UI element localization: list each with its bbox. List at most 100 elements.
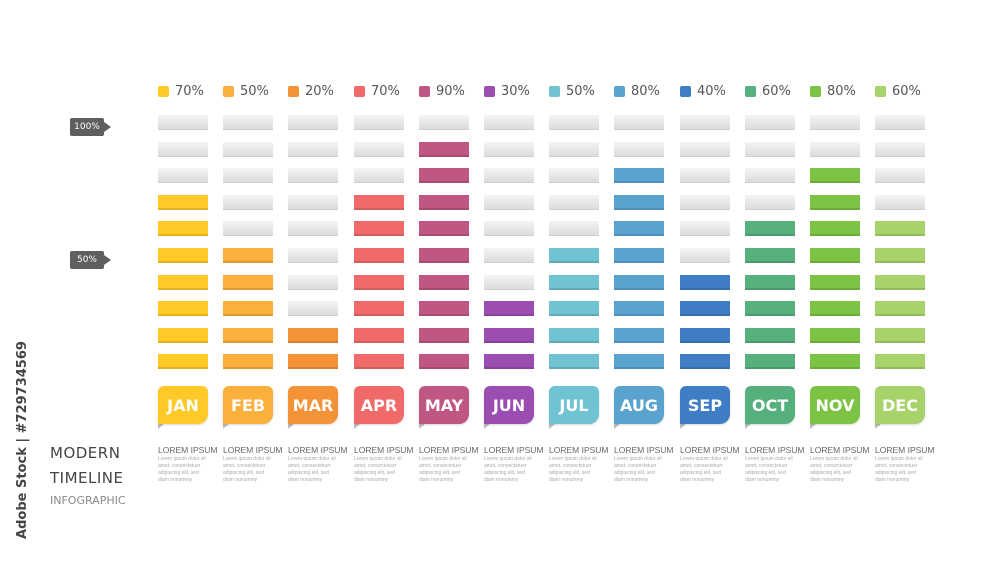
month-badge-sep: SEP [680,386,730,429]
bar-segment-empty [288,301,338,316]
bar-segment-empty [288,195,338,210]
bar-segment-filled [810,328,860,343]
value-label-text: 50% [240,83,269,99]
bar-segment-empty [288,115,338,130]
bar-segment-empty [875,142,925,157]
bar-segment-filled [223,275,273,290]
bar-segment-empty [484,168,534,183]
bar-segment-filled [549,354,599,369]
bar-segment-filled [745,275,795,290]
bar-segment-filled [158,354,208,369]
value-label-apr: 70% [354,82,400,100]
caption-body: Lorem ipsum dolor sit amet, consectetuer… [549,456,597,483]
value-label-text: 60% [762,83,791,99]
value-label-nov: 80% [810,82,856,100]
bar-segment-filled [223,248,273,263]
caption-heading: LOREM IPSUM [680,445,740,455]
caption-body: Lorem ipsum dolor sit amet, consectetuer… [484,456,532,483]
legend-swatch [680,85,691,97]
value-label-text: 40% [697,83,726,99]
legend-swatch [745,85,756,97]
bar-segment-filled [419,328,469,343]
bar-segment-empty [745,142,795,157]
caption-heading: LOREM IPSUM [549,445,609,455]
caption-heading: LOREM IPSUM [484,445,544,455]
bar-segment-filled [810,221,860,236]
bar-segment-filled [745,248,795,263]
bar-segment-empty [288,275,338,290]
bar-segment-empty [549,221,599,236]
bar-segment-filled [354,328,404,343]
bar-segment-filled [680,301,730,316]
bar-segment-empty [745,168,795,183]
bar-segment-filled [223,354,273,369]
bar-segment-empty [484,142,534,157]
bar-segment-empty [549,168,599,183]
bar-segment-empty [223,168,273,183]
bar-segment-filled [745,221,795,236]
bar-segment-filled [810,168,860,183]
scale-tag-100: 100% [70,118,111,136]
caption-heading: LOREM IPSUM [810,445,870,455]
bar-segment-empty [288,168,338,183]
value-label-text: 80% [827,83,856,99]
value-label-sep: 40% [680,82,726,100]
bar-segment-empty [875,168,925,183]
bar-segment-filled [354,248,404,263]
legend-swatch [354,85,365,97]
bar-segment-filled [354,221,404,236]
caption-heading: LOREM IPSUM [288,445,348,455]
bar-segment-filled [419,354,469,369]
bar-segment-filled [549,275,599,290]
title-line-2: TIMELINE [50,469,124,487]
bar-segment-empty [158,115,208,130]
value-label-text: 80% [631,83,660,99]
bar-segment-filled [614,221,664,236]
bar-segment-filled [354,195,404,210]
bar-segment-filled [745,328,795,343]
bar-segment-empty [288,221,338,236]
value-label-mar: 20% [288,82,334,100]
legend-swatch [810,85,821,97]
caption-body: Lorem ipsum dolor sit amet, consectetuer… [614,456,662,483]
caption-body: Lorem ipsum dolor sit amet, consectetuer… [288,456,336,483]
bar-segment-filled [419,142,469,157]
bar-segment-filled [810,195,860,210]
value-label-text: 60% [892,83,921,99]
month-badge-jun: JUN [484,386,534,429]
value-label-jan: 70% [158,82,204,100]
bar-segment-filled [875,328,925,343]
bar-segment-empty [288,248,338,263]
bar-segment-empty [484,195,534,210]
caption-body: Lorem ipsum dolor sit amet, consectetuer… [354,456,402,483]
caption-body: Lorem ipsum dolor sit amet, consectetuer… [223,456,271,483]
bar-segment-empty [354,168,404,183]
bar-segment-filled [158,221,208,236]
bar-segment-filled [158,195,208,210]
value-label-text: 50% [566,83,595,99]
bar-segment-filled [419,168,469,183]
bar-segment-filled [614,301,664,316]
caption-body: Lorem ipsum dolor sit amet, consectetuer… [810,456,858,483]
bar-segment-filled [614,275,664,290]
bar-segment-empty [549,115,599,130]
bar-segment-filled [354,301,404,316]
value-label-dec: 60% [875,82,921,100]
month-badge-mar: MAR [288,386,338,429]
bar-segment-filled [614,195,664,210]
caption-body: Lorem ipsum dolor sit amet, consectetuer… [680,456,728,483]
bar-segment-empty [223,195,273,210]
value-label-may: 90% [419,82,465,100]
bar-segment-filled [158,248,208,263]
bar-segment-empty [354,115,404,130]
bar-segment-filled [875,248,925,263]
bar-segment-filled [419,195,469,210]
bar-segment-filled [614,248,664,263]
bar-segment-filled [419,275,469,290]
bar-segment-empty [680,142,730,157]
value-label-text: 20% [305,83,334,99]
month-badge-dec: DEC [875,386,925,429]
month-badge-feb: FEB [223,386,273,429]
legend-swatch [549,85,560,97]
value-label-jun: 30% [484,82,530,100]
